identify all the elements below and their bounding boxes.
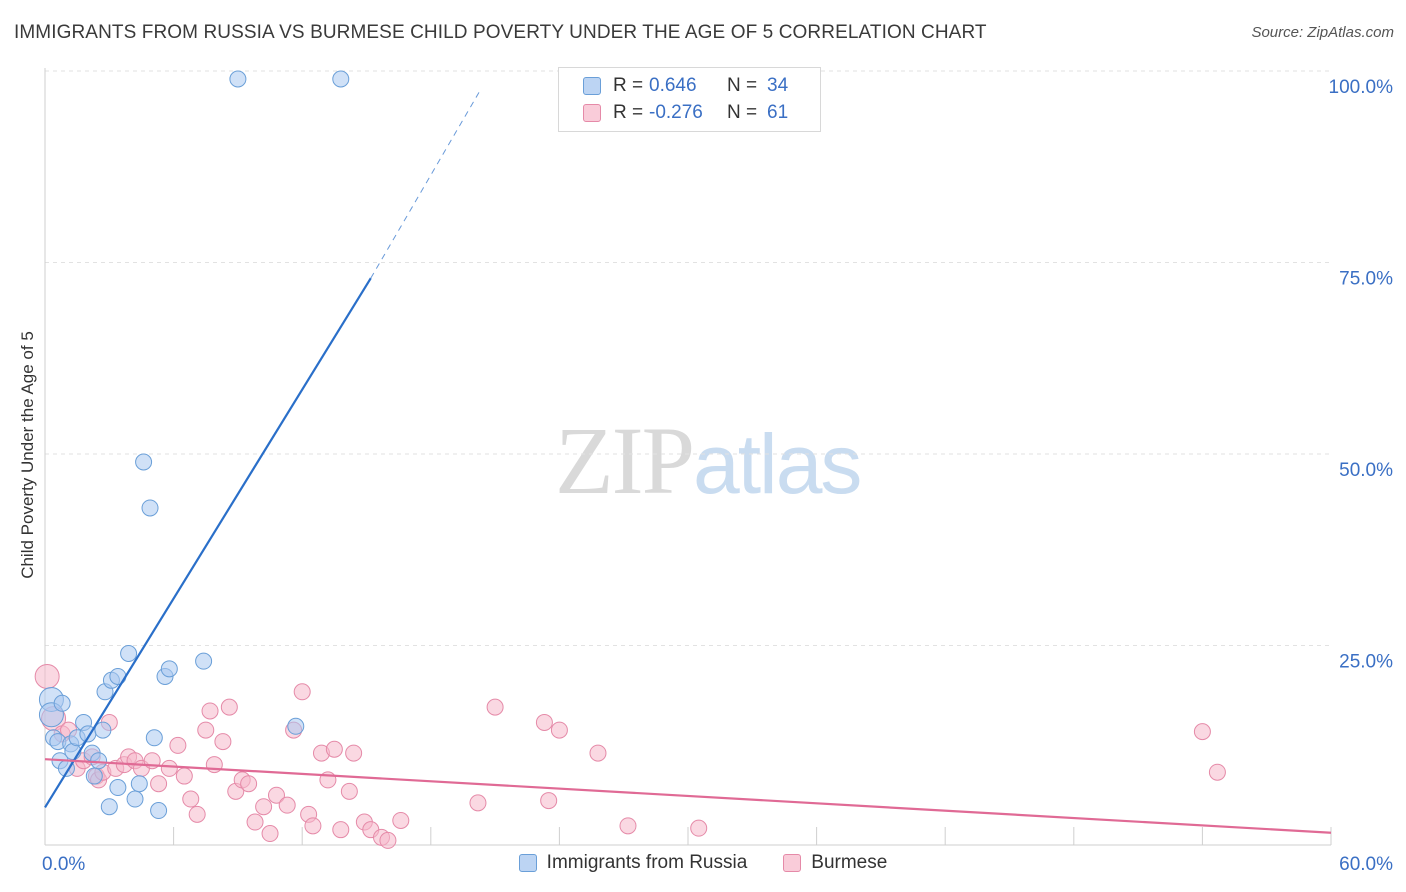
n-label: N =: [727, 75, 758, 96]
y-tick-label: 25.0%: [1339, 652, 1393, 673]
burmese-point: [160, 759, 178, 777]
x-tick-label-min: 0.0%: [42, 854, 85, 875]
burmese-point: [690, 819, 708, 837]
burmese-point: [240, 775, 258, 793]
burmese-point: [469, 794, 487, 812]
y-tick-label: 100.0%: [1329, 77, 1394, 98]
y-tick-label: 75.0%: [1339, 269, 1393, 290]
burmese-point: [214, 733, 232, 751]
burmese-point: [1208, 763, 1226, 781]
russia-point: [94, 721, 112, 739]
burmese-point: [197, 721, 215, 739]
burmese-point: [619, 817, 637, 835]
burmese-point: [201, 702, 219, 720]
burmese-point: [220, 698, 238, 716]
russia-point: [126, 790, 144, 808]
burmese-trend-line: [44, 758, 1332, 834]
legend-item-burmese: Burmese: [783, 852, 887, 874]
russia-point: [287, 717, 305, 735]
n-label: N =: [727, 102, 758, 123]
source-label: Source: ZipAtlas.com: [1251, 24, 1394, 41]
r-label: R =: [613, 75, 644, 96]
stats-legend-row-burmese: R = -0.276 N = 61: [583, 101, 788, 125]
russia-trend-line: [44, 277, 372, 809]
russia-point: [120, 645, 138, 662]
burmese-point: [589, 744, 607, 762]
burmese-point: [540, 792, 558, 810]
russia-swatch: [583, 77, 601, 95]
r-value: -0.276: [649, 102, 703, 123]
chart-title: IMMIGRANTS FROM RUSSIA VS BURMESE CHILD …: [14, 22, 987, 43]
burmese-point: [34, 663, 60, 689]
burmese-point: [188, 805, 206, 823]
burmese-point: [1193, 723, 1211, 741]
russia-point: [85, 767, 103, 785]
legend-label-russia: Immigrants from Russia: [546, 852, 748, 873]
russia-trend-extension: [370, 90, 481, 279]
burmese-point: [550, 721, 568, 739]
n-value: 34: [767, 75, 789, 96]
burmese-point: [535, 713, 553, 731]
russia-point: [229, 70, 247, 88]
burmese-point: [392, 811, 410, 829]
burmese-point: [332, 821, 350, 839]
russia-point: [100, 798, 118, 816]
stats-legend: R = 0.646 N = 34 R = -0.276 N = 61: [558, 67, 821, 132]
burmese-legend-swatch: [783, 854, 802, 872]
burmese-point: [325, 740, 343, 758]
burmese-point: [182, 790, 200, 808]
russia-point: [141, 499, 159, 517]
n-value: 61: [767, 102, 789, 123]
burmese-point: [486, 698, 504, 716]
russia-point: [109, 779, 127, 797]
burmese-point: [293, 683, 311, 701]
russia-point: [145, 729, 163, 747]
burmese-point: [255, 798, 273, 816]
russia-point: [332, 70, 350, 88]
y-tick-label: 50.0%: [1339, 460, 1393, 481]
burmese-point: [246, 813, 264, 831]
burmese-point: [150, 775, 168, 793]
russia-point: [135, 453, 153, 471]
r-label: R =: [613, 102, 644, 123]
burmese-point: [175, 767, 193, 785]
russia-point: [195, 652, 213, 670]
burmese-point: [261, 825, 279, 843]
r-value: 0.646: [649, 75, 697, 96]
russia-point: [90, 752, 108, 770]
russia-point: [53, 694, 71, 712]
burmese-point: [340, 782, 358, 800]
burmese-swatch: [583, 104, 601, 122]
burmese-point: [267, 786, 285, 804]
burmese-point: [304, 817, 322, 835]
russia-point: [150, 802, 168, 820]
legend-label-burmese: Burmese: [811, 852, 888, 873]
burmese-point: [379, 831, 397, 849]
series-legend: Immigrants from Russia Burmese: [0, 852, 1406, 874]
russia-legend-swatch: [518, 854, 537, 872]
x-tick-label-max: 60.0%: [1339, 854, 1393, 875]
legend-item-russia: Immigrants from Russia: [518, 852, 748, 874]
burmese-point: [345, 744, 363, 762]
russia-point: [109, 667, 127, 685]
russia-point: [160, 660, 178, 678]
burmese-point: [169, 736, 187, 754]
stats-legend-row-russia: R = 0.646 N = 34: [583, 74, 788, 98]
burmese-point: [278, 796, 296, 814]
russia-point: [130, 775, 148, 793]
